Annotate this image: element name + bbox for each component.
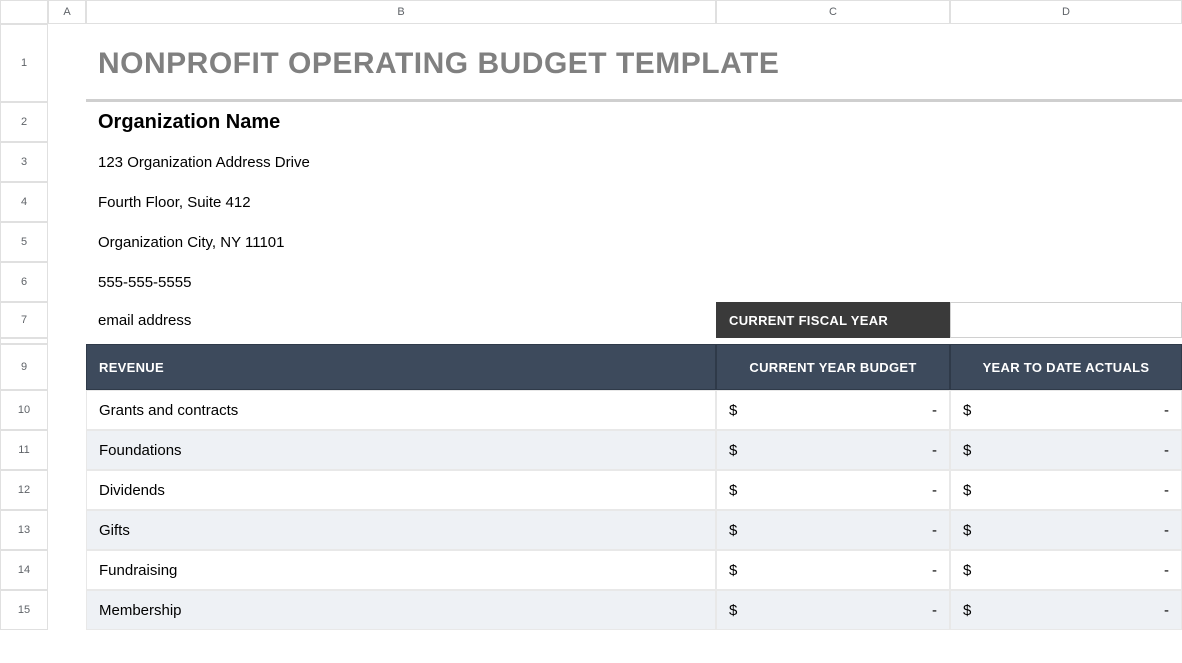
revenue-row-label[interactable]: Grants and contracts xyxy=(86,390,716,430)
revenue-row-label[interactable]: Fundraising xyxy=(86,550,716,590)
budget-value: - xyxy=(932,402,937,419)
actuals-value: - xyxy=(1164,602,1169,619)
cell-C2[interactable] xyxy=(716,102,950,142)
actuals-value: - xyxy=(1164,482,1169,499)
cell-A3[interactable] xyxy=(48,142,86,182)
org-address2[interactable]: Fourth Floor, Suite 412 xyxy=(86,182,716,222)
row-header-3[interactable]: 3 xyxy=(0,142,48,182)
row-header-4[interactable]: 4 xyxy=(0,182,48,222)
revenue-row-budget[interactable]: $- xyxy=(716,470,950,510)
cell-D4[interactable] xyxy=(950,182,1182,222)
fiscal-year-label: CURRENT FISCAL YEAR xyxy=(716,302,950,338)
cell-A1[interactable] xyxy=(48,24,86,102)
row-header-15[interactable]: 15 xyxy=(0,590,48,630)
grid-corner xyxy=(0,0,48,24)
cell-C4[interactable] xyxy=(716,182,950,222)
cell-A2[interactable] xyxy=(48,102,86,142)
cell-A15[interactable] xyxy=(48,590,86,630)
currency-symbol: $ xyxy=(963,562,971,579)
cell-A4[interactable] xyxy=(48,182,86,222)
row-header-13[interactable]: 13 xyxy=(0,510,48,550)
budget-value: - xyxy=(932,602,937,619)
cell-D2[interactable] xyxy=(950,102,1182,142)
revenue-row-actuals[interactable]: $- xyxy=(950,510,1182,550)
cell-A10[interactable] xyxy=(48,390,86,430)
cell-A9[interactable] xyxy=(48,344,86,390)
row-header-2[interactable]: 2 xyxy=(0,102,48,142)
cell-A14[interactable] xyxy=(48,550,86,590)
revenue-row-actuals[interactable]: $- xyxy=(950,390,1182,430)
page-title[interactable]: NONPROFIT OPERATING BUDGET TEMPLATE xyxy=(86,24,1182,102)
fiscal-year-input[interactable] xyxy=(950,302,1182,338)
budget-header: CURRENT YEAR BUDGET xyxy=(716,344,950,390)
currency-symbol: $ xyxy=(729,522,737,539)
actuals-header: YEAR TO DATE ACTUALS xyxy=(950,344,1182,390)
budget-value: - xyxy=(932,442,937,459)
cell-D3[interactable] xyxy=(950,142,1182,182)
cell-A7[interactable] xyxy=(48,302,86,338)
org-citystate[interactable]: Organization City, NY 11101 xyxy=(86,222,716,262)
revenue-row-label[interactable]: Membership xyxy=(86,590,716,630)
col-header-D[interactable]: D xyxy=(950,0,1182,24)
revenue-row-actuals[interactable]: $- xyxy=(950,470,1182,510)
revenue-row-budget[interactable]: $- xyxy=(716,590,950,630)
revenue-row-actuals[interactable]: $- xyxy=(950,430,1182,470)
currency-symbol: $ xyxy=(963,522,971,539)
budget-value: - xyxy=(932,522,937,539)
currency-symbol: $ xyxy=(963,442,971,459)
cell-C3[interactable] xyxy=(716,142,950,182)
row-header-1[interactable]: 1 xyxy=(0,24,48,102)
revenue-row-budget[interactable]: $- xyxy=(716,390,950,430)
revenue-row-actuals[interactable]: $- xyxy=(950,550,1182,590)
currency-symbol: $ xyxy=(729,482,737,499)
row-header-6[interactable]: 6 xyxy=(0,262,48,302)
col-header-C[interactable]: C xyxy=(716,0,950,24)
revenue-row-label[interactable]: Gifts xyxy=(86,510,716,550)
cell-A6[interactable] xyxy=(48,262,86,302)
currency-symbol: $ xyxy=(963,482,971,499)
cell-A12[interactable] xyxy=(48,470,86,510)
currency-symbol: $ xyxy=(963,602,971,619)
cell-D5[interactable] xyxy=(950,222,1182,262)
col-header-B[interactable]: B xyxy=(86,0,716,24)
cell-C5[interactable] xyxy=(716,222,950,262)
currency-symbol: $ xyxy=(963,402,971,419)
currency-symbol: $ xyxy=(729,442,737,459)
cell-A5[interactable] xyxy=(48,222,86,262)
revenue-header: REVENUE xyxy=(86,344,716,390)
revenue-row-label[interactable]: Dividends xyxy=(86,470,716,510)
revenue-row-label[interactable]: Foundations xyxy=(86,430,716,470)
org-email[interactable]: email address xyxy=(86,302,716,338)
row-header-10[interactable]: 10 xyxy=(0,390,48,430)
org-address1[interactable]: 123 Organization Address Drive xyxy=(86,142,716,182)
actuals-value: - xyxy=(1164,442,1169,459)
actuals-value: - xyxy=(1164,562,1169,579)
revenue-row-budget[interactable]: $- xyxy=(716,510,950,550)
row-header-11[interactable]: 11 xyxy=(0,430,48,470)
spreadsheet-grid: A B C D 1 NONPROFIT OPERATING BUDGET TEM… xyxy=(0,0,1182,630)
actuals-value: - xyxy=(1164,402,1169,419)
revenue-row-actuals[interactable]: $- xyxy=(950,590,1182,630)
cell-A13[interactable] xyxy=(48,510,86,550)
currency-symbol: $ xyxy=(729,602,737,619)
row-header-5[interactable]: 5 xyxy=(0,222,48,262)
budget-value: - xyxy=(932,482,937,499)
cell-C6[interactable] xyxy=(716,262,950,302)
org-name[interactable]: Organization Name xyxy=(86,102,716,142)
cell-A11[interactable] xyxy=(48,430,86,470)
currency-symbol: $ xyxy=(729,402,737,419)
row-header-7[interactable]: 7 xyxy=(0,302,48,338)
row-header-14[interactable]: 14 xyxy=(0,550,48,590)
row-header-12[interactable]: 12 xyxy=(0,470,48,510)
cell-D6[interactable] xyxy=(950,262,1182,302)
currency-symbol: $ xyxy=(729,562,737,579)
budget-value: - xyxy=(932,562,937,579)
org-phone[interactable]: 555-555-5555 xyxy=(86,262,716,302)
col-header-A[interactable]: A xyxy=(48,0,86,24)
revenue-row-budget[interactable]: $- xyxy=(716,430,950,470)
row-header-9[interactable]: 9 xyxy=(0,344,48,390)
revenue-row-budget[interactable]: $- xyxy=(716,550,950,590)
actuals-value: - xyxy=(1164,522,1169,539)
